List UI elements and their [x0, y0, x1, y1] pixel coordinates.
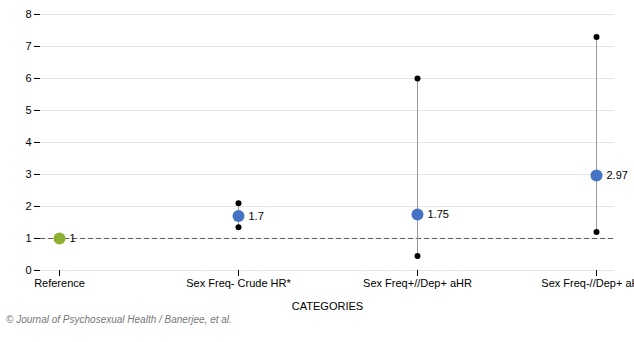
- svg-text:1: 1: [25, 232, 31, 244]
- svg-text:7: 7: [25, 40, 31, 52]
- svg-text:3: 3: [25, 168, 31, 180]
- svg-text:1: 1: [70, 232, 76, 244]
- svg-text:CATEGORIES: CATEGORIES: [292, 300, 363, 312]
- svg-text:0: 0: [25, 264, 31, 276]
- svg-text:Sex Freq- Crude HR*: Sex Freq- Crude HR*: [186, 277, 291, 289]
- svg-text:1.7: 1.7: [249, 210, 264, 222]
- svg-text:Sex Freq-//Dep+ aHR*: Sex Freq-//Dep+ aHR*: [541, 277, 634, 289]
- svg-text:Reference: Reference: [34, 277, 85, 289]
- svg-text:1.75: 1.75: [428, 208, 449, 220]
- svg-text:6: 6: [25, 72, 31, 84]
- svg-text:Sex Freq+//Dep+ aHR: Sex Freq+//Dep+ aHR: [363, 277, 472, 289]
- svg-text:2.97: 2.97: [607, 169, 628, 181]
- svg-text:5: 5: [25, 104, 31, 116]
- html-text:© Journal of Psychosexual Heal: © Journal of Psychosexual Health / Baner…: [6, 314, 232, 325]
- svg-text:8: 8: [25, 8, 31, 20]
- svg-text:4: 4: [25, 136, 31, 148]
- svg-text:2: 2: [25, 200, 31, 212]
